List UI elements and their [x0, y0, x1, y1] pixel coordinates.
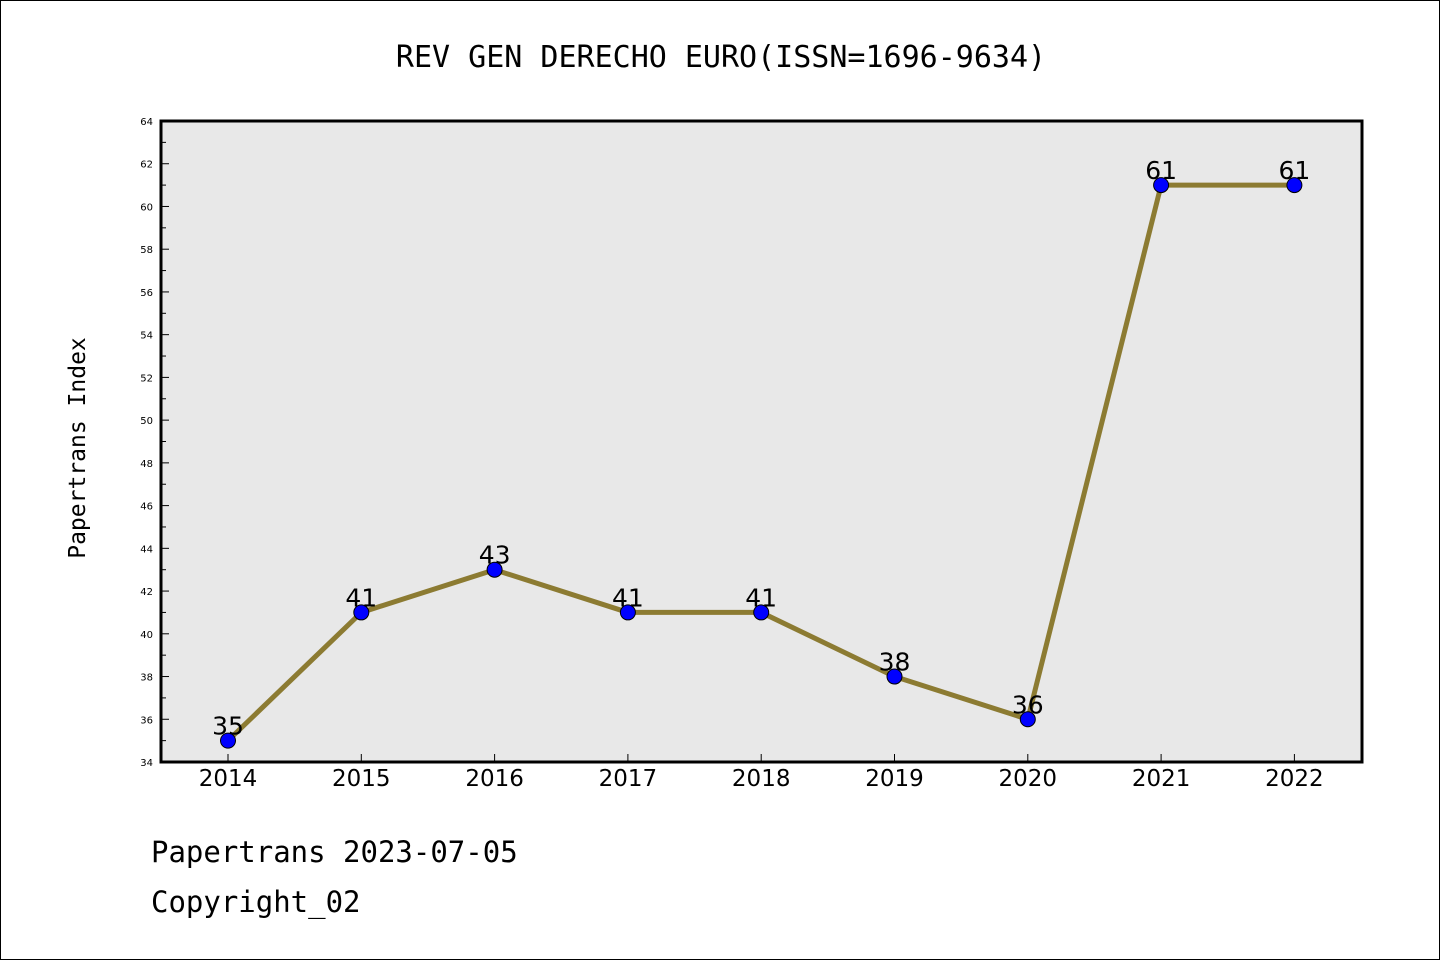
- y-tick-label: 38: [140, 673, 153, 684]
- data-label: 36: [1012, 690, 1044, 719]
- y-tick-label: 42: [140, 587, 153, 598]
- plot-area: [161, 121, 1362, 762]
- data-label: 35: [212, 712, 244, 741]
- x-tick-label: 2019: [865, 766, 924, 792]
- data-point: [353, 604, 370, 621]
- data-point: [886, 668, 903, 685]
- x-tick-label: 2014: [199, 766, 258, 792]
- data-label: 41: [745, 583, 777, 612]
- x-tick-label: 2021: [1132, 766, 1191, 792]
- footer-copyright: Copyright_02: [151, 885, 361, 919]
- y-tick-label: 58: [140, 245, 153, 256]
- y-tick-label: 34: [140, 758, 153, 769]
- x-tick-label: 2015: [332, 766, 391, 792]
- y-tick-label: 56: [140, 288, 153, 299]
- data-point: [486, 561, 503, 578]
- data-point: [1286, 177, 1303, 194]
- plot-border: [159, 119, 1364, 764]
- data-label: 38: [879, 648, 911, 677]
- data-label: 43: [479, 541, 511, 570]
- data-label: 41: [345, 583, 377, 612]
- y-axis-label: Papertrans Index: [65, 337, 91, 559]
- y-tick-label: 48: [140, 459, 153, 470]
- data-labels: 35 41 43 41 41 38 36 61 61: [212, 156, 1310, 741]
- data-point: [1019, 711, 1036, 728]
- y-tick-label: 50: [140, 416, 153, 427]
- data-point: [1153, 177, 1170, 194]
- y-tick-label: 60: [140, 202, 153, 213]
- y-tick-label: 46: [140, 502, 153, 513]
- y-tick-label: 40: [140, 630, 153, 641]
- x-tick-label: 2016: [465, 766, 524, 792]
- data-label: 41: [612, 583, 644, 612]
- axes: 34 36 38 40 42 44 46 48 50 52 54 56 58 60 62 64 2014 2015…: [140, 117, 1323, 792]
- y-tick-label: 54: [140, 331, 153, 342]
- data-point: [220, 732, 236, 749]
- data-label: 61: [1278, 156, 1310, 185]
- x-tick-label: 2022: [1265, 766, 1324, 792]
- y-tick-label: 64: [140, 117, 153, 128]
- data-points: [220, 177, 1303, 749]
- chart-title: REV GEN DERECHO EURO(ISSN=1696-9634): [396, 40, 1046, 75]
- y-tick-label: 52: [140, 373, 153, 384]
- data-point: [753, 604, 770, 621]
- data-label: 61: [1145, 156, 1177, 185]
- y-tick-label: 62: [140, 160, 153, 171]
- y-tick-label: 36: [140, 715, 153, 726]
- x-tick-label: 2018: [732, 766, 791, 792]
- x-tick-label: 2017: [599, 766, 658, 792]
- footer-date: Papertrans 2023-07-05: [151, 835, 518, 869]
- x-tick-label: 2020: [999, 766, 1058, 792]
- y-tick-label: 44: [140, 544, 153, 555]
- data-point: [619, 604, 636, 621]
